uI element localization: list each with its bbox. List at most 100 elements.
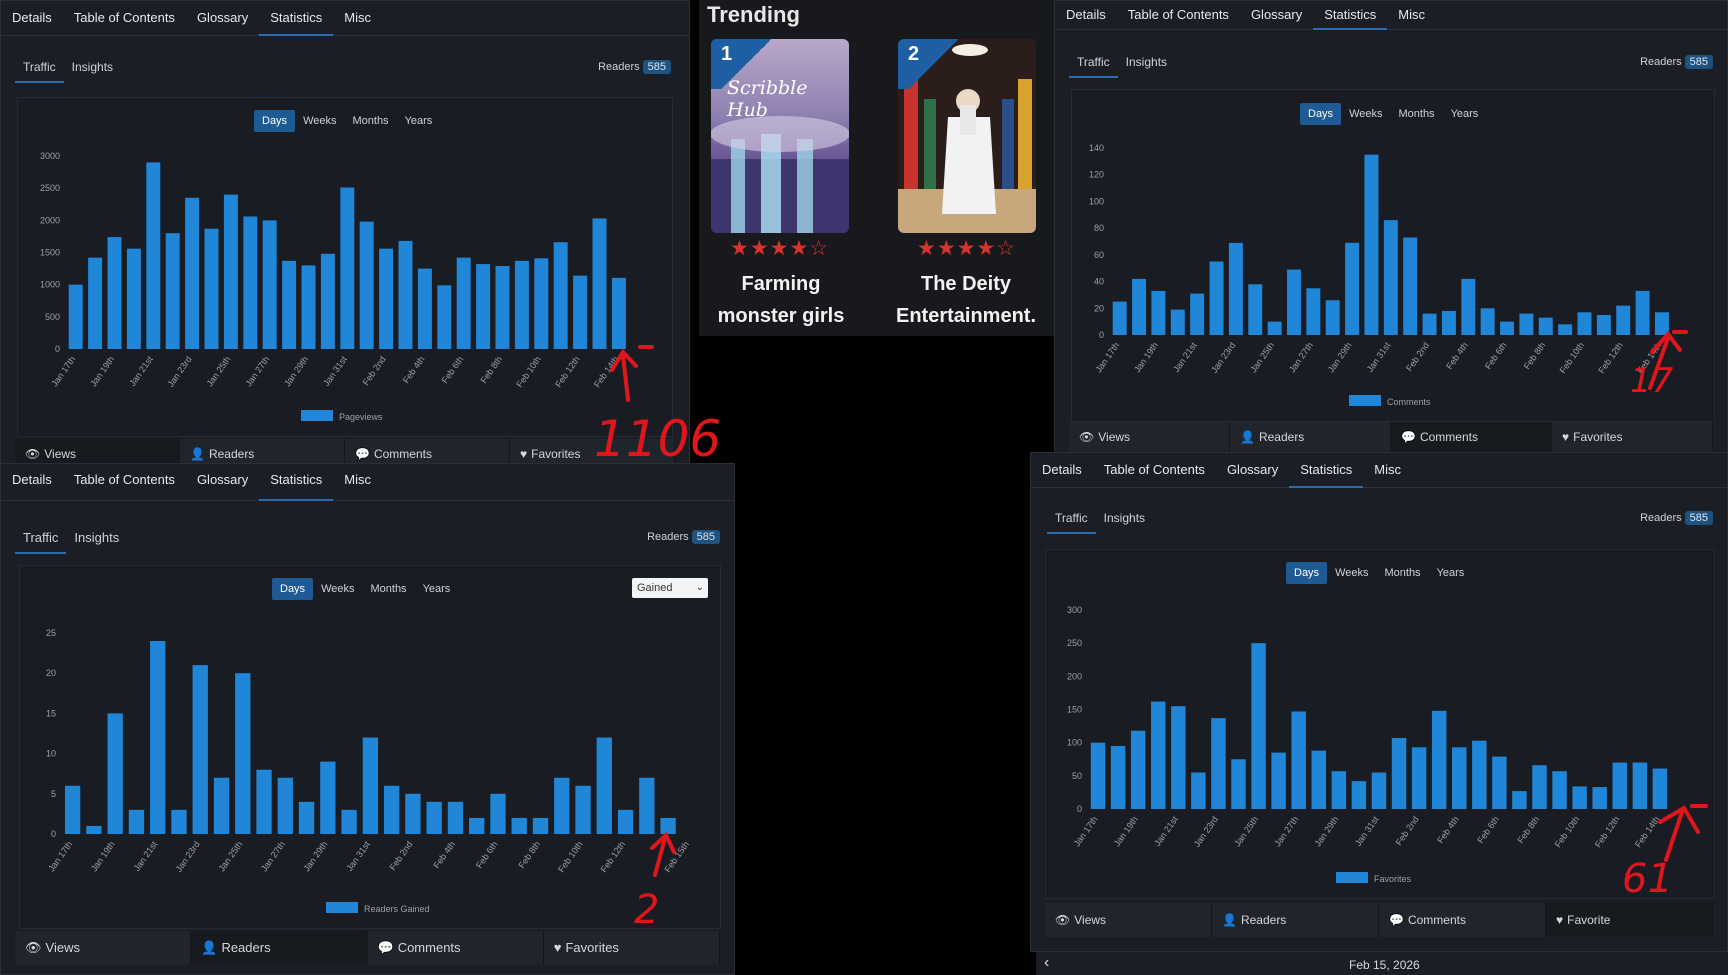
bar (262, 220, 277, 349)
bar (405, 793, 421, 834)
tab-comments-label: Comments (1407, 913, 1466, 927)
tab-statistics[interactable]: Statistics (259, 464, 334, 501)
range-years[interactable]: Years (404, 115, 433, 127)
bar (1383, 220, 1398, 335)
tab-views[interactable]: 👁 Views (1069, 422, 1230, 452)
tab-misc[interactable]: Misc (1398, 7, 1425, 22)
tab-traffic[interactable]: Traffic (1047, 511, 1096, 534)
range-weeks[interactable]: Weeks (321, 583, 355, 595)
bar (1403, 237, 1418, 335)
tab-insights[interactable]: Insights (74, 530, 120, 545)
bar (1151, 290, 1166, 335)
book-title-2[interactable]: The Deity Entertainment. (895, 273, 1037, 327)
x-tick-label: Jan 19th (1132, 340, 1160, 374)
bar (128, 809, 145, 834)
range-weeks[interactable]: Weeks (1335, 567, 1369, 579)
bar (1306, 288, 1321, 335)
y-tick-label: 2000 (40, 215, 60, 225)
book-cover-1[interactable]: Scribble Hub 1 (711, 39, 849, 233)
tab-comments[interactable]: 💬 Comments (367, 931, 544, 965)
tab-table-of-contents[interactable]: Table of Contents (73, 10, 175, 25)
range-years[interactable]: Years (1450, 108, 1479, 120)
bar (1422, 313, 1437, 335)
tab-details[interactable]: Details (12, 10, 52, 25)
tab-readers[interactable]: 👤 Readers (191, 931, 368, 965)
tab-statistics[interactable]: Statistics (1289, 453, 1364, 488)
tab-insights[interactable]: Insights (71, 60, 114, 74)
book-title-1[interactable]: Farming monster girls (717, 273, 845, 327)
tab-comments[interactable]: 💬 Comments (1379, 903, 1546, 937)
tab-glossary[interactable]: Glossary (1226, 462, 1279, 477)
range-weeks[interactable]: Weeks (303, 115, 337, 127)
tab-misc[interactable]: Misc (344, 472, 371, 487)
range-weeks[interactable]: Weeks (1349, 108, 1383, 120)
tab-statistics[interactable]: Statistics (259, 1, 334, 36)
tab-insights[interactable]: Insights (1125, 55, 1168, 69)
tab-table-of-contents[interactable]: Table of Contents (73, 472, 175, 487)
tab-favorites[interactable]: ♥ Favorites (543, 931, 720, 965)
range-days[interactable]: Days (1286, 562, 1328, 584)
tab-traffic[interactable]: Traffic (1069, 55, 1118, 78)
tab-table-of-contents[interactable]: Table of Contents (1127, 7, 1229, 22)
tab-glossary[interactable]: Glossary (196, 10, 249, 25)
readers-type-select[interactable]: Gained ⌄ (632, 578, 708, 598)
chart-container: Days Weeks Months Years 0 20 40 60 80 100 120 1… (1071, 89, 1715, 422)
tab-views[interactable]: 👁 Views (15, 931, 192, 965)
chart-container: Days Weeks Months Years 0 50 100 150 200 250 3… (1045, 549, 1715, 899)
bar (64, 785, 81, 834)
y-tick-label: 3000 (40, 151, 60, 161)
tab-views[interactable]: 👁 Views (1045, 903, 1212, 937)
comments-icon: 💬 (355, 447, 370, 461)
range-days[interactable]: Days (272, 578, 314, 600)
tab-readers[interactable]: 👤 Readers (1212, 903, 1379, 937)
tab-traffic[interactable]: Traffic (15, 60, 64, 83)
range-months[interactable]: Months (1384, 567, 1421, 579)
bar (437, 285, 452, 349)
tab-readers[interactable]: 👤 Readers (1230, 422, 1391, 452)
tab-details[interactable]: Details (12, 472, 52, 487)
bar (1577, 312, 1592, 335)
book-cover-2[interactable]: 2 (898, 39, 1036, 233)
tab-details[interactable]: Details (1042, 462, 1082, 477)
range-months[interactable]: Months (370, 583, 407, 595)
tab-favorites[interactable]: ♥ Favorites (1552, 422, 1713, 452)
bar (341, 809, 357, 834)
date-navigation: ‹ Feb 15, 2026 (1036, 952, 1728, 975)
tab-statistics[interactable]: Statistics (1313, 1, 1388, 30)
bar (1112, 301, 1127, 335)
bar (1635, 290, 1650, 335)
current-date: Feb 15, 2026 (1349, 958, 1420, 972)
x-tick-label: Jan 23rd (1209, 340, 1237, 374)
tab-favorites[interactable]: ♥ Favorite (1546, 903, 1713, 937)
tab-table-of-contents[interactable]: Table of Contents (1103, 462, 1205, 477)
x-tick-label: Jan 31st (1365, 340, 1393, 374)
legend-label: Pageviews (339, 412, 383, 422)
readers-badge: 585 (642, 60, 671, 74)
user-icon: 👤 (201, 940, 218, 955)
tab-misc[interactable]: Misc (344, 10, 371, 25)
range-days[interactable]: Days (254, 110, 296, 132)
range-months[interactable]: Months (1398, 108, 1435, 120)
chart-container: Days Weeks Months Years 0 500 1000 1500 2000… (17, 97, 673, 437)
main-nav: Details Table of Contents Glossary Stati… (1055, 1, 1727, 30)
bar (575, 785, 591, 834)
bar (1090, 742, 1106, 809)
tab-glossary[interactable]: Glossary (196, 472, 249, 487)
tab-glossary[interactable]: Glossary (1250, 7, 1303, 22)
rank-ribbon (711, 39, 771, 89)
range-months[interactable]: Months (352, 115, 389, 127)
tab-comments[interactable]: 💬 Comments (1391, 422, 1552, 452)
x-tick-label: Jan 19th (88, 354, 116, 388)
tab-insights[interactable]: Insights (1103, 511, 1146, 525)
bar (417, 268, 432, 349)
range-years[interactable]: Years (422, 583, 451, 595)
bar (456, 257, 471, 349)
bar (340, 187, 355, 349)
tab-traffic[interactable]: Traffic (15, 530, 67, 554)
bar (1190, 293, 1205, 335)
chevron-left-icon[interactable]: ‹ (1044, 954, 1050, 971)
tab-details[interactable]: Details (1066, 7, 1106, 22)
tab-misc[interactable]: Misc (1374, 462, 1401, 477)
range-years[interactable]: Years (1436, 567, 1465, 579)
range-days[interactable]: Days (1300, 103, 1342, 125)
